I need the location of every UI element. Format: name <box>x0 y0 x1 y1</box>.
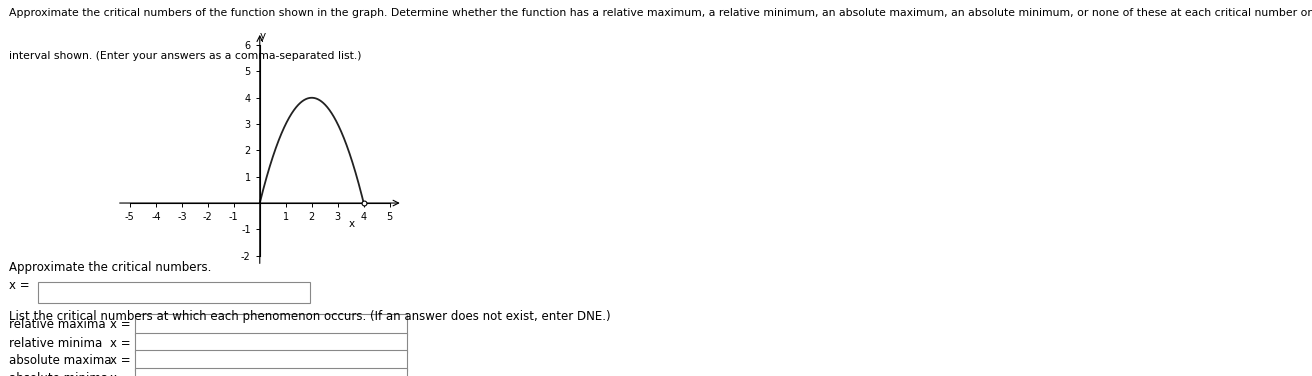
Text: absolute maxima: absolute maxima <box>9 354 112 367</box>
Text: absolute minima: absolute minima <box>9 372 109 376</box>
Text: Approximate the critical numbers of the function shown in the graph. Determine w: Approximate the critical numbers of the … <box>9 8 1312 18</box>
Text: x: x <box>349 219 356 229</box>
Text: y: y <box>260 31 266 41</box>
Text: x =: x = <box>110 337 131 350</box>
Text: x =: x = <box>110 372 131 376</box>
Text: relative minima: relative minima <box>9 337 102 350</box>
Text: List the critical numbers at which each phenomenon occurs. (If an answer does no: List the critical numbers at which each … <box>9 310 611 323</box>
Text: interval shown. (Enter your answers as a comma-separated list.): interval shown. (Enter your answers as a… <box>9 51 362 61</box>
Text: relative maxima: relative maxima <box>9 318 106 331</box>
Text: x =: x = <box>110 318 131 331</box>
Text: x =: x = <box>9 279 30 292</box>
Text: Approximate the critical numbers.: Approximate the critical numbers. <box>9 261 211 274</box>
Text: x =: x = <box>110 354 131 367</box>
